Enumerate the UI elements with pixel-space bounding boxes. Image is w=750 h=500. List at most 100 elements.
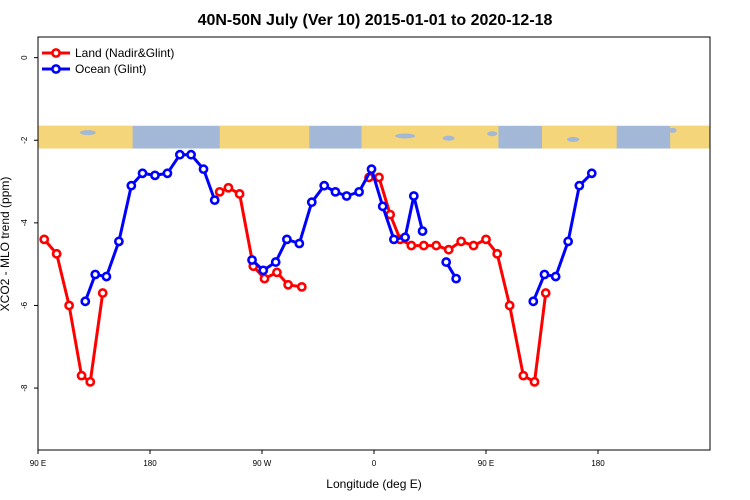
x-tick-label: 90 W — [253, 459, 272, 468]
plot-frame — [37, 36, 711, 451]
data-point — [518, 370, 529, 381]
x-axis-label: Longitude (deg E) — [326, 477, 421, 491]
map-land — [670, 125, 710, 149]
y-tick-label: -2 — [20, 136, 29, 144]
y-axis-label: XCO2 - MLO trend (ppm) — [0, 177, 12, 312]
data-point — [174, 149, 185, 160]
series-ocean — [80, 149, 597, 307]
data-point — [389, 234, 399, 245]
x-tick-label: 90 E — [30, 459, 46, 468]
x-axis: 90 E 180 90 W 0 90 E 180 — [30, 450, 605, 468]
data-point — [258, 265, 269, 276]
data-point — [270, 257, 281, 267]
chart-title: 40N-50N July (Ver 10) 2015-01-01 to 2020… — [198, 12, 553, 29]
legend-swatch-marker — [51, 64, 61, 74]
data-point — [504, 300, 515, 311]
series-line — [369, 175, 548, 384]
data-point — [296, 281, 307, 292]
data-point — [563, 236, 574, 247]
y-tick-label: -4 — [20, 219, 29, 227]
y-tick-label: 0 — [20, 55, 29, 60]
series-line — [251, 167, 424, 272]
data-point — [80, 296, 91, 307]
data-point — [550, 271, 561, 282]
map-water — [668, 127, 677, 133]
data-point — [51, 248, 62, 259]
data-point — [223, 182, 234, 193]
data-point — [539, 269, 550, 280]
data-point — [234, 189, 245, 199]
map-water — [567, 136, 580, 142]
data-point — [39, 234, 50, 245]
data-point — [259, 273, 270, 284]
data-point — [374, 172, 384, 183]
data-point — [341, 191, 352, 201]
data-point — [198, 164, 209, 175]
data-point — [330, 186, 341, 197]
data-point — [456, 236, 467, 247]
legend-label: Land (Nadir&Glint) — [75, 46, 174, 60]
y-axis: 0 -2 -4 -6 -8 — [20, 55, 38, 392]
data-point — [76, 370, 87, 381]
world-map-strip — [38, 125, 710, 149]
map-land — [361, 125, 499, 149]
data-point — [101, 271, 112, 282]
plot-area — [37, 36, 711, 451]
data-point — [97, 288, 108, 298]
legend-swatch-marker — [51, 48, 61, 58]
series-layer — [39, 149, 597, 387]
data-point — [90, 269, 101, 280]
data-point — [400, 232, 411, 243]
data-point — [586, 168, 597, 179]
series-line — [531, 172, 593, 302]
data-point — [294, 238, 305, 249]
x-tick-label: 180 — [143, 459, 157, 468]
data-point — [137, 168, 148, 179]
data-point — [443, 244, 454, 255]
data-point — [64, 300, 75, 311]
data-point — [150, 170, 160, 181]
y-tick-label: -8 — [20, 384, 29, 392]
map-water — [442, 135, 455, 141]
data-point — [272, 267, 282, 278]
data-point — [113, 236, 124, 247]
legend-label: Ocean (Glint) — [75, 62, 146, 76]
legend: Land (Nadir&Glint) Ocean (Glint) — [42, 46, 174, 76]
data-point — [209, 195, 220, 206]
data-point — [451, 273, 462, 284]
data-point — [319, 180, 330, 191]
data-point — [283, 279, 294, 290]
map-water — [395, 133, 416, 139]
data-point — [492, 248, 503, 259]
data-point — [85, 376, 96, 387]
map-land — [38, 125, 133, 149]
data-point — [366, 164, 377, 175]
data-point — [574, 180, 585, 191]
data-point — [481, 234, 491, 245]
map-land — [542, 125, 617, 149]
x-tick-label: 90 E — [478, 459, 494, 468]
data-point — [162, 168, 173, 179]
data-point — [408, 191, 419, 201]
map-water — [487, 131, 498, 137]
data-point — [354, 186, 364, 197]
data-point — [417, 226, 428, 237]
data-point — [281, 234, 292, 245]
series-land — [39, 172, 551, 387]
x-tick-label: 0 — [372, 459, 377, 468]
map-water — [79, 130, 96, 136]
x-tick-label: 180 — [591, 459, 605, 468]
data-point — [247, 255, 257, 265]
data-point — [306, 197, 317, 208]
data-point — [431, 240, 442, 251]
data-point — [418, 240, 429, 251]
data-point — [529, 376, 540, 387]
data-point — [126, 180, 137, 191]
series-line — [43, 238, 105, 384]
data-point — [406, 240, 417, 251]
data-point — [214, 186, 225, 197]
data-point — [540, 288, 551, 298]
y-tick-label: -6 — [20, 301, 29, 309]
data-point — [528, 296, 539, 307]
